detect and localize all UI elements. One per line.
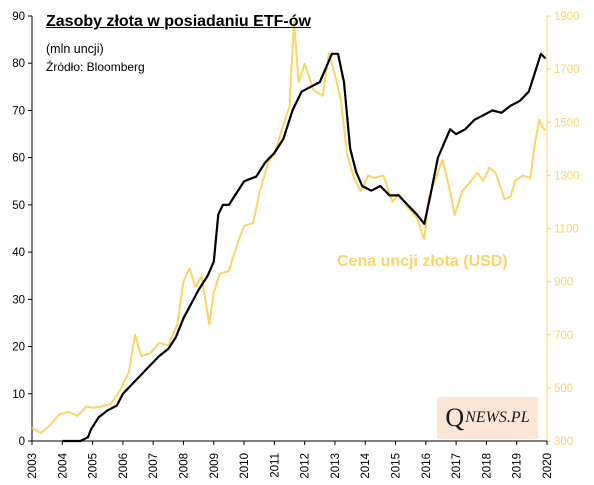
brand-logo: Q NEWS.PL [437, 397, 538, 439]
y-left-tick-label: 60 [12, 153, 25, 165]
series-gold-price-line [31, 20, 547, 434]
gold-price-annotation: Cena uncji złota (USD) [337, 253, 508, 270]
x-tick-label: 2010 [239, 453, 251, 479]
x-axis: 2003 2004 2005 2006 2007 2008 2009 2010 2011 2012… [27, 440, 554, 479]
y-left-tick-label: 20 [12, 342, 25, 354]
x-tick-label: 2007 [148, 453, 160, 479]
y-right-tick-label: 300 [554, 436, 573, 448]
x-tick-label: 2015 [391, 453, 403, 479]
y-left-tick-label: 0 [19, 436, 25, 448]
x-tick-label: 2014 [360, 452, 372, 478]
series-etf-holdings-line [62, 52, 547, 443]
series-layer [31, 20, 547, 443]
y-left-axis: 0 10 20 30 40 50 60 70 80 90 [12, 11, 33, 448]
y-left-tick-label: 30 [12, 294, 25, 306]
x-tick-label: 2012 [300, 453, 312, 479]
x-tick-label: 2018 [481, 453, 493, 479]
brand-logo-text: NEWS.PL [465, 409, 530, 426]
y-left-tick-label: 10 [12, 389, 25, 401]
chart-title: Zasoby złota w posiadaniu ETF-ów [46, 13, 311, 30]
x-tick-label: 2003 [27, 453, 39, 479]
y-left-tick-label: 90 [12, 11, 25, 23]
y-right-tick-label: 900 [554, 277, 573, 289]
x-tick-label: 2020 [542, 453, 554, 479]
y-left-tick-label: 80 [12, 58, 25, 70]
y-right-tick-label: 1500 [554, 117, 580, 129]
y-right-tick-label: 1700 [554, 64, 580, 76]
x-tick-label: 2016 [421, 453, 433, 479]
x-tick-label: 2011 [269, 453, 281, 478]
y-left-tick-label: 40 [12, 247, 25, 259]
y-right-tick-label: 500 [554, 383, 573, 395]
y-right-axis: 300 500 700 900 1100 1300 1500 1700 1900 [546, 11, 580, 448]
y-right-tick-label: 1300 [554, 170, 580, 182]
y-right-tick-label: 700 [554, 330, 573, 342]
y-right-tick-label: 1100 [554, 224, 579, 236]
x-tick-label: 2006 [118, 453, 130, 479]
x-tick-label: 2013 [330, 453, 342, 479]
y-left-tick-label: 70 [12, 105, 25, 117]
x-tick-label: 2017 [451, 453, 463, 479]
x-tick-label: 2008 [178, 453, 190, 479]
x-tick-label: 2019 [512, 453, 524, 479]
brand-logo-q: Q [445, 403, 465, 432]
x-tick-label: 2005 [88, 453, 100, 479]
chart-subtitle: (mln uncji) [46, 42, 104, 56]
x-tick-label: 2009 [209, 453, 221, 479]
chart-source: Źródło: Bloomberg [46, 60, 145, 74]
y-left-tick-label: 50 [12, 200, 25, 212]
y-right-tick-label: 1900 [554, 11, 580, 23]
x-tick-label: 2004 [57, 452, 69, 478]
